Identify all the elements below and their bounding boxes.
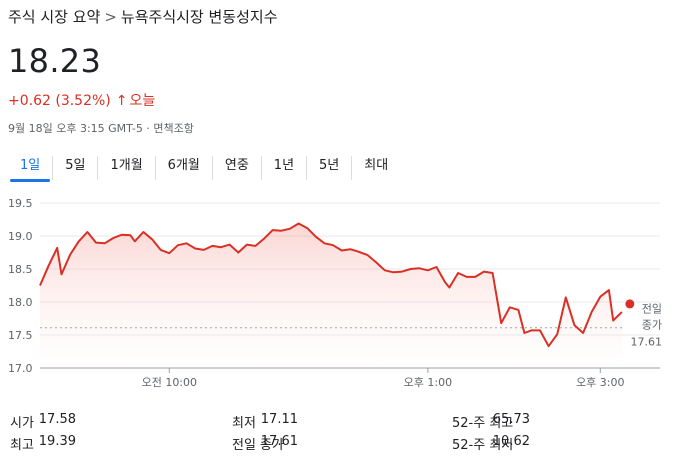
price-chart: 19.5 19.0 18.5 18.0 17.5 17.0 오전 10:00 오후 1:00… xyxy=(8,197,663,389)
tab-range-5[interactable]: 1년 xyxy=(262,156,308,180)
stat-value: 19.39 xyxy=(38,434,76,449)
stat-label: 52-주 최저 xyxy=(452,438,514,453)
breadcrumb: 주식 시장 요약 > 뉴욕주식시장 변동성지수 xyxy=(8,6,278,27)
price-area-fill xyxy=(40,223,622,368)
current-price: 18.23 xyxy=(8,42,102,80)
y-tick-label: 18.5 xyxy=(8,263,33,276)
price-line xyxy=(39,222,623,348)
tab-range-7[interactable]: 최대 xyxy=(364,158,389,173)
x-tick-label: 오후 1:00 xyxy=(404,376,452,389)
y-tick-label: 19.0 xyxy=(8,230,33,243)
y-tick-label: 17.5 xyxy=(8,329,33,342)
tab-range-3[interactable]: 6개월 xyxy=(156,156,213,180)
x-axis-ticks: 오전 10:00 오후 1:00 오후 3:00 xyxy=(142,368,625,389)
breadcrumb-current: 뉴욕주식시장 변동성지수 xyxy=(120,8,278,26)
quote-timestamp: 9월 18일 오후 3:15 GMT-5 · 면책조항 xyxy=(8,122,194,135)
stat-value: 17.61 xyxy=(260,434,298,449)
y-axis-ticks: 19.5 19.0 18.5 18.0 17.5 17.0 xyxy=(8,197,33,375)
stat-label: 최저 xyxy=(232,416,256,431)
stat-value: 10.62 xyxy=(492,434,530,449)
stat-label: 52-주 최고 xyxy=(452,416,514,431)
stat-value: 17.58 xyxy=(38,412,76,427)
stat-label: 전일 종가 xyxy=(232,438,284,453)
breadcrumb-market-summary-link[interactable]: 주식 시장 요약 xyxy=(8,8,101,26)
range-tabs: 1일 5일 1개월 6개월 연중 1년 5년 최대 xyxy=(8,156,400,182)
tab-range-0[interactable]: 1일 xyxy=(8,156,54,182)
arrow-up-icon: ↑ xyxy=(115,93,128,109)
x-tick-label: 오후 3:00 xyxy=(576,376,624,389)
x-tick-label: 오전 10:00 xyxy=(142,376,197,389)
y-tick-label: 19.5 xyxy=(8,197,33,210)
change-period: 오늘 xyxy=(129,93,156,109)
change-value: +0.62 (3.52%) xyxy=(8,93,111,109)
tab-range-6[interactable]: 5년 xyxy=(307,156,353,180)
previous-close-label: 전일 xyxy=(642,302,662,316)
key-stats: 시가 17.58 최저 17.11 52-주 최고 65.73 최고 19.39 전일 종가 17… xyxy=(10,412,530,456)
previous-close-label-line2: 종가 xyxy=(642,319,662,332)
last-price-point[interactable] xyxy=(625,299,635,309)
y-tick-label: 18.0 xyxy=(8,296,33,309)
stats-row: 시가 17.58 최저 17.11 52-주 최고 65.73 xyxy=(10,412,530,434)
stat-value: 65.73 xyxy=(492,412,530,427)
previous-close-value: 17.61 xyxy=(631,336,663,349)
price-change: +0.62 (3.52%) ↑ 오늘 xyxy=(8,90,155,110)
stat-label: 최고 xyxy=(10,438,34,453)
stat-label: 시가 xyxy=(10,416,34,431)
y-tick-label: 17.0 xyxy=(8,362,33,375)
breadcrumb-separator: > xyxy=(104,8,117,26)
stat-value: 17.11 xyxy=(260,412,298,427)
stats-row: 최고 19.39 전일 종가 17.61 52-주 최저 10.62 xyxy=(10,434,530,456)
tab-range-2[interactable]: 1개월 xyxy=(98,156,156,180)
tab-range-4[interactable]: 연중 xyxy=(213,156,262,180)
tab-range-1[interactable]: 5일 xyxy=(53,156,99,180)
